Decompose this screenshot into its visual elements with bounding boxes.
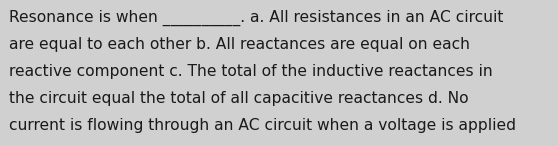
Text: reactive component c. The total of the inductive reactances in: reactive component c. The total of the i… [9,64,493,79]
Text: are equal to each other b. All reactances are equal on each: are equal to each other b. All reactance… [9,37,470,52]
Text: current is flowing through an AC circuit when a voltage is applied: current is flowing through an AC circuit… [9,118,517,133]
Text: Resonance is when __________. a. All resistances in an AC circuit: Resonance is when __________. a. All res… [9,10,504,26]
Text: the circuit equal the total of all capacitive reactances d. No: the circuit equal the total of all capac… [9,91,469,106]
